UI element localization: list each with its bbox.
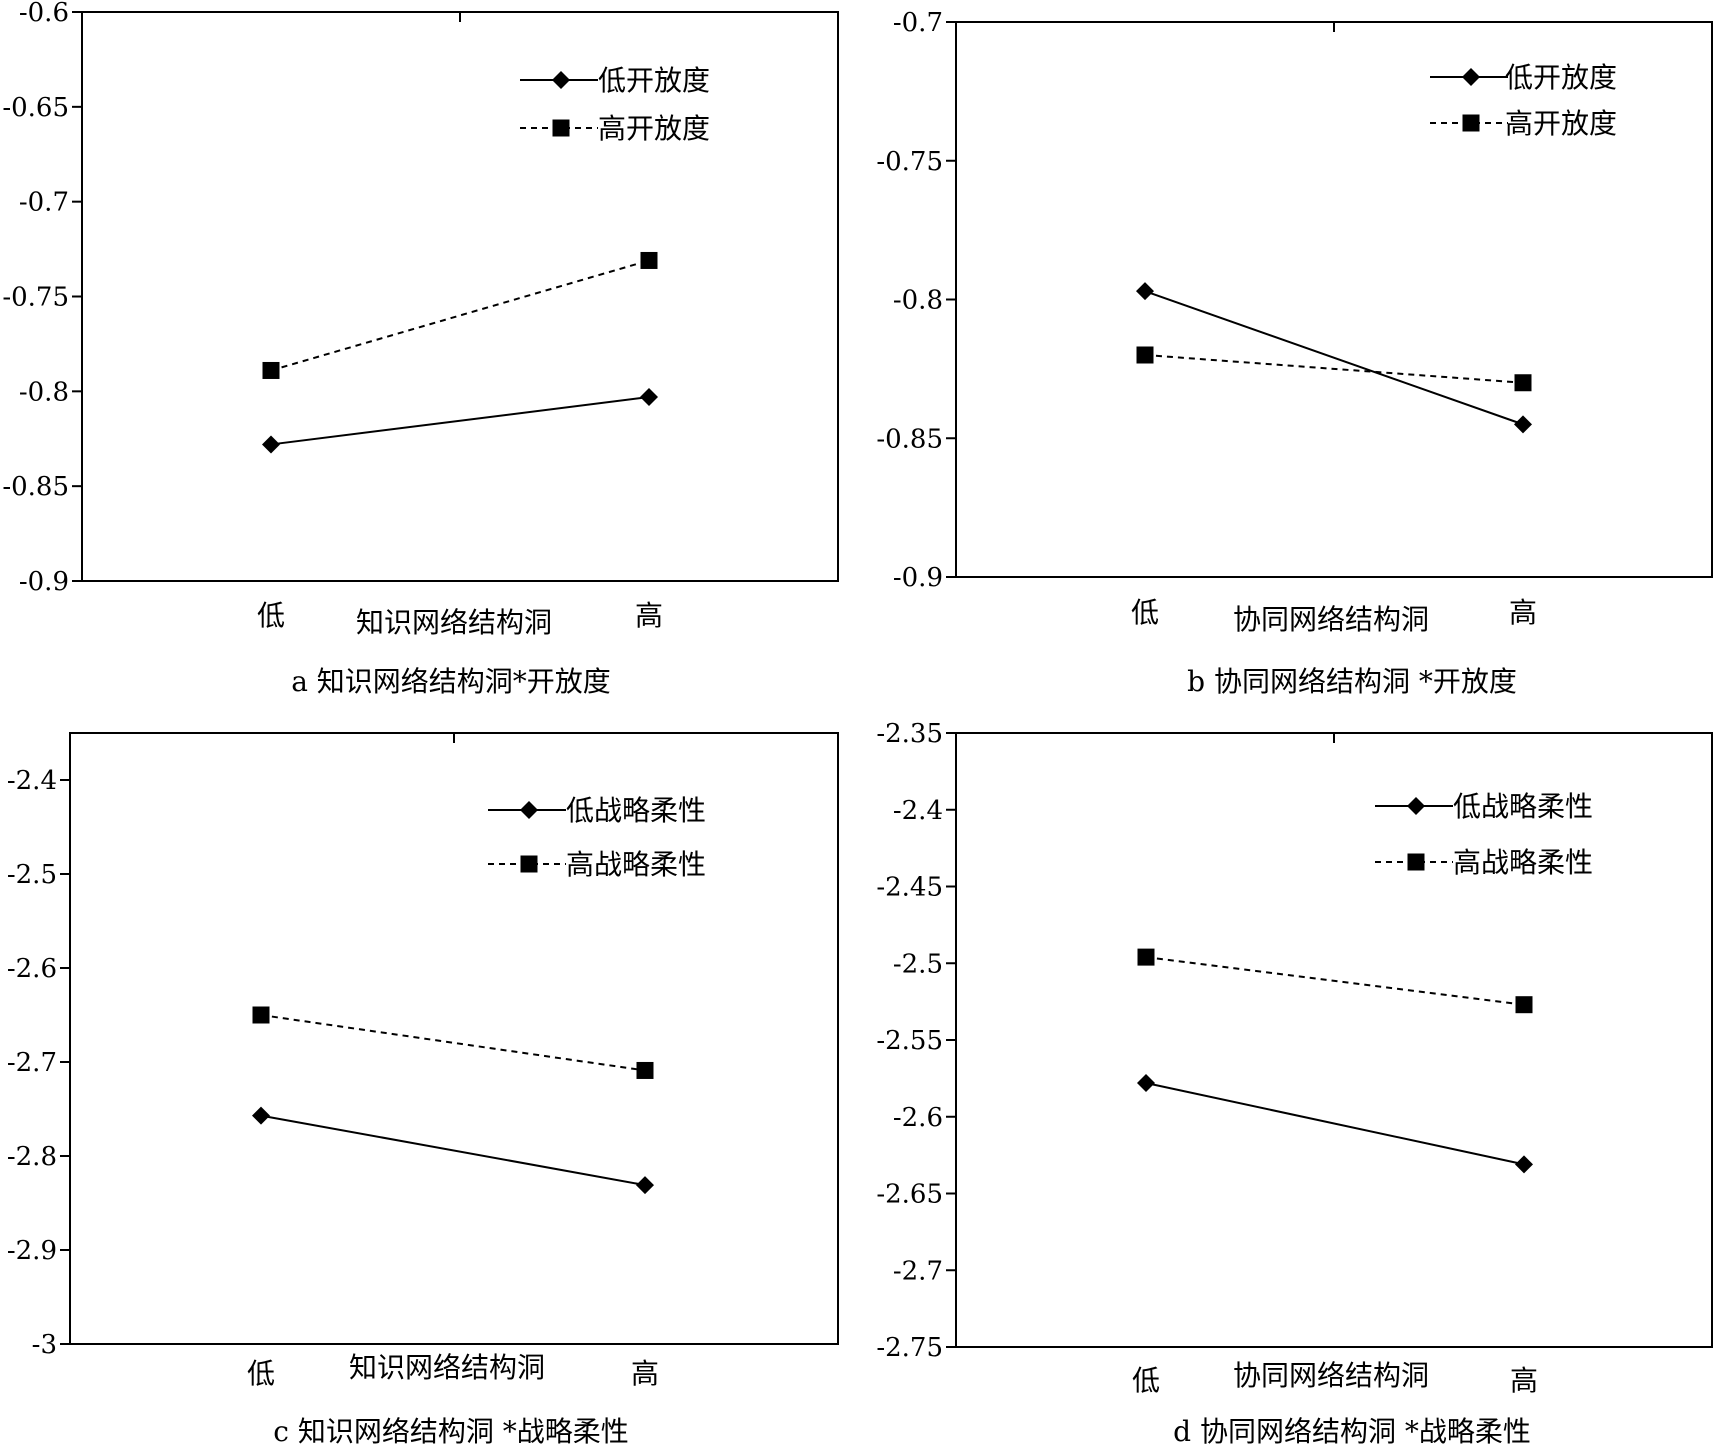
y-tick-label: -2.5 (7, 860, 57, 890)
x-category-label: 高 (631, 1357, 659, 1390)
data-point-square (636, 1061, 654, 1079)
x-category-label: 低 (1132, 1364, 1160, 1397)
series-line-1 (1144, 290, 1524, 426)
y-tick-label: -3 (32, 1330, 57, 1360)
series-line-1 (260, 1114, 646, 1187)
x-axis-label: 知识网络结构洞 (349, 1351, 545, 1384)
y-tick-label: -0.6 (19, 0, 69, 28)
legend-label: 低战略柔性 (566, 794, 706, 827)
chart-panel-a: -0.6 -0.65 -0.7 -0.75 -0.8 -0.85 -0.9 低 高 知识网络结构洞… (2, 0, 839, 698)
chart-caption: d 协同网络结构洞 *战略柔性 (1173, 1415, 1531, 1448)
x-axis-label: 协同网络结构洞 (1233, 603, 1429, 636)
legend-label: 低开放度 (598, 64, 710, 97)
y-tick-label: -0.75 (2, 283, 69, 313)
y-tick-label: -2.45 (876, 873, 943, 903)
x-category-label: 低 (257, 599, 285, 632)
y-tick-label: -2.4 (7, 766, 57, 796)
y-tick-label: -2.35 (876, 719, 943, 749)
y-tick-label: -0.9 (19, 567, 69, 597)
legend-marker (552, 119, 570, 137)
legend-label: 高战略柔性 (1453, 846, 1593, 879)
chart-panel-c: -2.4 -2.5 -2.6 -2.7 -2.8 -2.9 -3 低 高 知识网络结构洞 c 知识网… (7, 732, 839, 1448)
y-tick-label: -2.4 (893, 796, 943, 826)
data-point-diamond (1515, 1155, 1533, 1174)
legend-label: 高开放度 (1505, 107, 1617, 140)
data-point-diamond (1136, 282, 1154, 301)
y-tick-label: -0.85 (2, 472, 69, 502)
data-point-square (1137, 948, 1155, 966)
y-tick-label: -2.8 (7, 1142, 57, 1172)
y-tick-label: -2.75 (876, 1333, 943, 1363)
data-point-diamond (1514, 415, 1532, 434)
y-tick-label: -2.7 (7, 1048, 57, 1078)
y-tick-label: -0.8 (19, 377, 69, 407)
series-line-2 (1145, 956, 1525, 1006)
y-tick-label: -2.55 (876, 1026, 943, 1056)
legend-marker (1407, 853, 1425, 871)
data-point-diamond (252, 1106, 270, 1125)
plot-frame (81, 11, 839, 582)
y-tick-label: -2.9 (7, 1236, 57, 1266)
legend-label: 高战略柔性 (566, 848, 706, 881)
chart-caption: c 知识网络结构洞 *战略柔性 (273, 1415, 628, 1448)
data-point-square (252, 1006, 270, 1024)
legend-marker (1407, 797, 1425, 815)
legend-marker (520, 801, 538, 819)
y-tick-label: -2.6 (893, 1103, 943, 1133)
x-category-label: 高 (1509, 596, 1537, 629)
x-category-label: 高 (635, 599, 663, 632)
series-line-1 (1145, 1082, 1525, 1166)
data-point-diamond (640, 388, 658, 407)
legend-marker (1462, 68, 1480, 86)
series-line-2 (1144, 354, 1524, 384)
y-tick-label: -0.8 (893, 286, 943, 316)
data-point-square (640, 251, 658, 269)
data-point-square (1515, 996, 1533, 1014)
x-axis-label: 协同网络结构洞 (1233, 1359, 1429, 1392)
legend-marker (552, 71, 570, 89)
chart-caption: b 协同网络结构洞 *开放度 (1187, 665, 1517, 698)
series-line-2 (270, 259, 650, 372)
x-axis-label: 知识网络结构洞 (356, 606, 552, 639)
y-tick-label: -2.6 (7, 954, 57, 984)
legend-marker (1462, 114, 1480, 132)
legend-label: 低战略柔性 (1453, 790, 1593, 823)
x-category-label: 高 (1510, 1364, 1538, 1397)
y-tick-label: -2.5 (893, 949, 943, 979)
legend-label: 低开放度 (1505, 61, 1617, 94)
data-point-square (1514, 374, 1532, 392)
y-tick-label: -0.75 (876, 147, 943, 177)
x-category-label: 低 (247, 1357, 275, 1390)
series-line-1 (270, 396, 650, 446)
plot-frame (955, 21, 1713, 578)
chart-caption: a 知识网络结构洞*开放度 (291, 665, 611, 698)
plot-frame (955, 732, 1713, 1348)
data-point-square (262, 361, 280, 379)
y-tick-label: -0.9 (893, 563, 943, 593)
legend-marker (520, 855, 538, 873)
y-tick-label: -2.7 (893, 1256, 943, 1286)
y-tick-label: -0.7 (19, 188, 69, 218)
series-line-2 (260, 1014, 646, 1072)
plot-frame (69, 732, 839, 1345)
x-category-label: 低 (1131, 596, 1159, 629)
data-point-diamond (262, 435, 280, 454)
data-point-diamond (1137, 1073, 1155, 1092)
legend-label: 高开放度 (598, 112, 710, 145)
y-tick-label: -0.85 (876, 424, 943, 454)
data-point-diamond (636, 1176, 654, 1195)
chart-panel-d: -2.35 -2.4 -2.45 -2.5 -2.55 -2.6 -2.65 -2.7 -2.7… (876, 719, 1713, 1448)
chart-panel-b: -0.7 -0.75 -0.8 -0.85 -0.9 低 高 协同网络结构洞 b 协同网络结构洞… (876, 8, 1713, 698)
data-point-square (1136, 346, 1154, 364)
y-tick-label: -0.7 (893, 8, 943, 38)
y-tick-label: -2.65 (876, 1180, 943, 1210)
y-tick-label: -0.65 (2, 93, 69, 123)
